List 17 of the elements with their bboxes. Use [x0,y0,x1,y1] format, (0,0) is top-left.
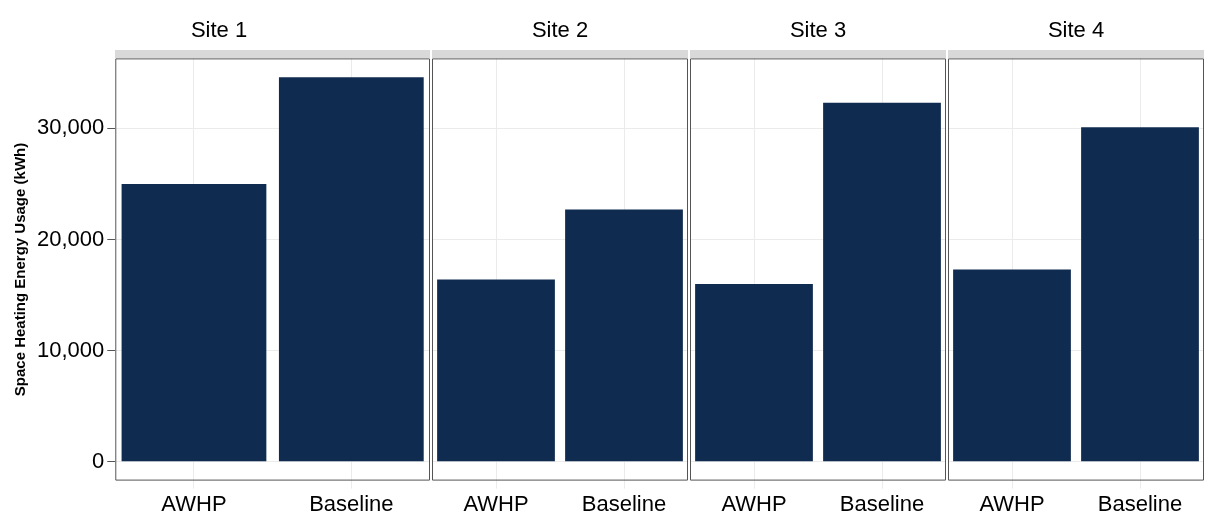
y-tick-label: 10,000 [36,336,105,362]
y-tick-label: 30,000 [36,114,105,140]
chart-title: Site 4 [1047,17,1105,43]
x-tick-label: Baseline [309,490,394,516]
x-tick-label: Baseline [1097,490,1183,516]
chart-title: Site 2 [531,17,589,43]
y-tick-label: 0 [92,447,105,473]
x-tick-label: AWHP [161,490,227,516]
chart-title: Site 3 [789,17,847,43]
x-tick-label: AWHP [463,490,529,516]
x-tick-label: AWHP [979,490,1045,516]
x-tick-label: AWHP [721,490,787,516]
y-tick-label: 20,000 [36,225,105,251]
x-tick-label: Baseline [581,490,667,516]
y-axis-title: Space Heating Energy Usage (kWh) [11,142,29,397]
x-tick-label: Baseline [839,490,925,516]
chart-title: Site 1 [190,17,248,43]
